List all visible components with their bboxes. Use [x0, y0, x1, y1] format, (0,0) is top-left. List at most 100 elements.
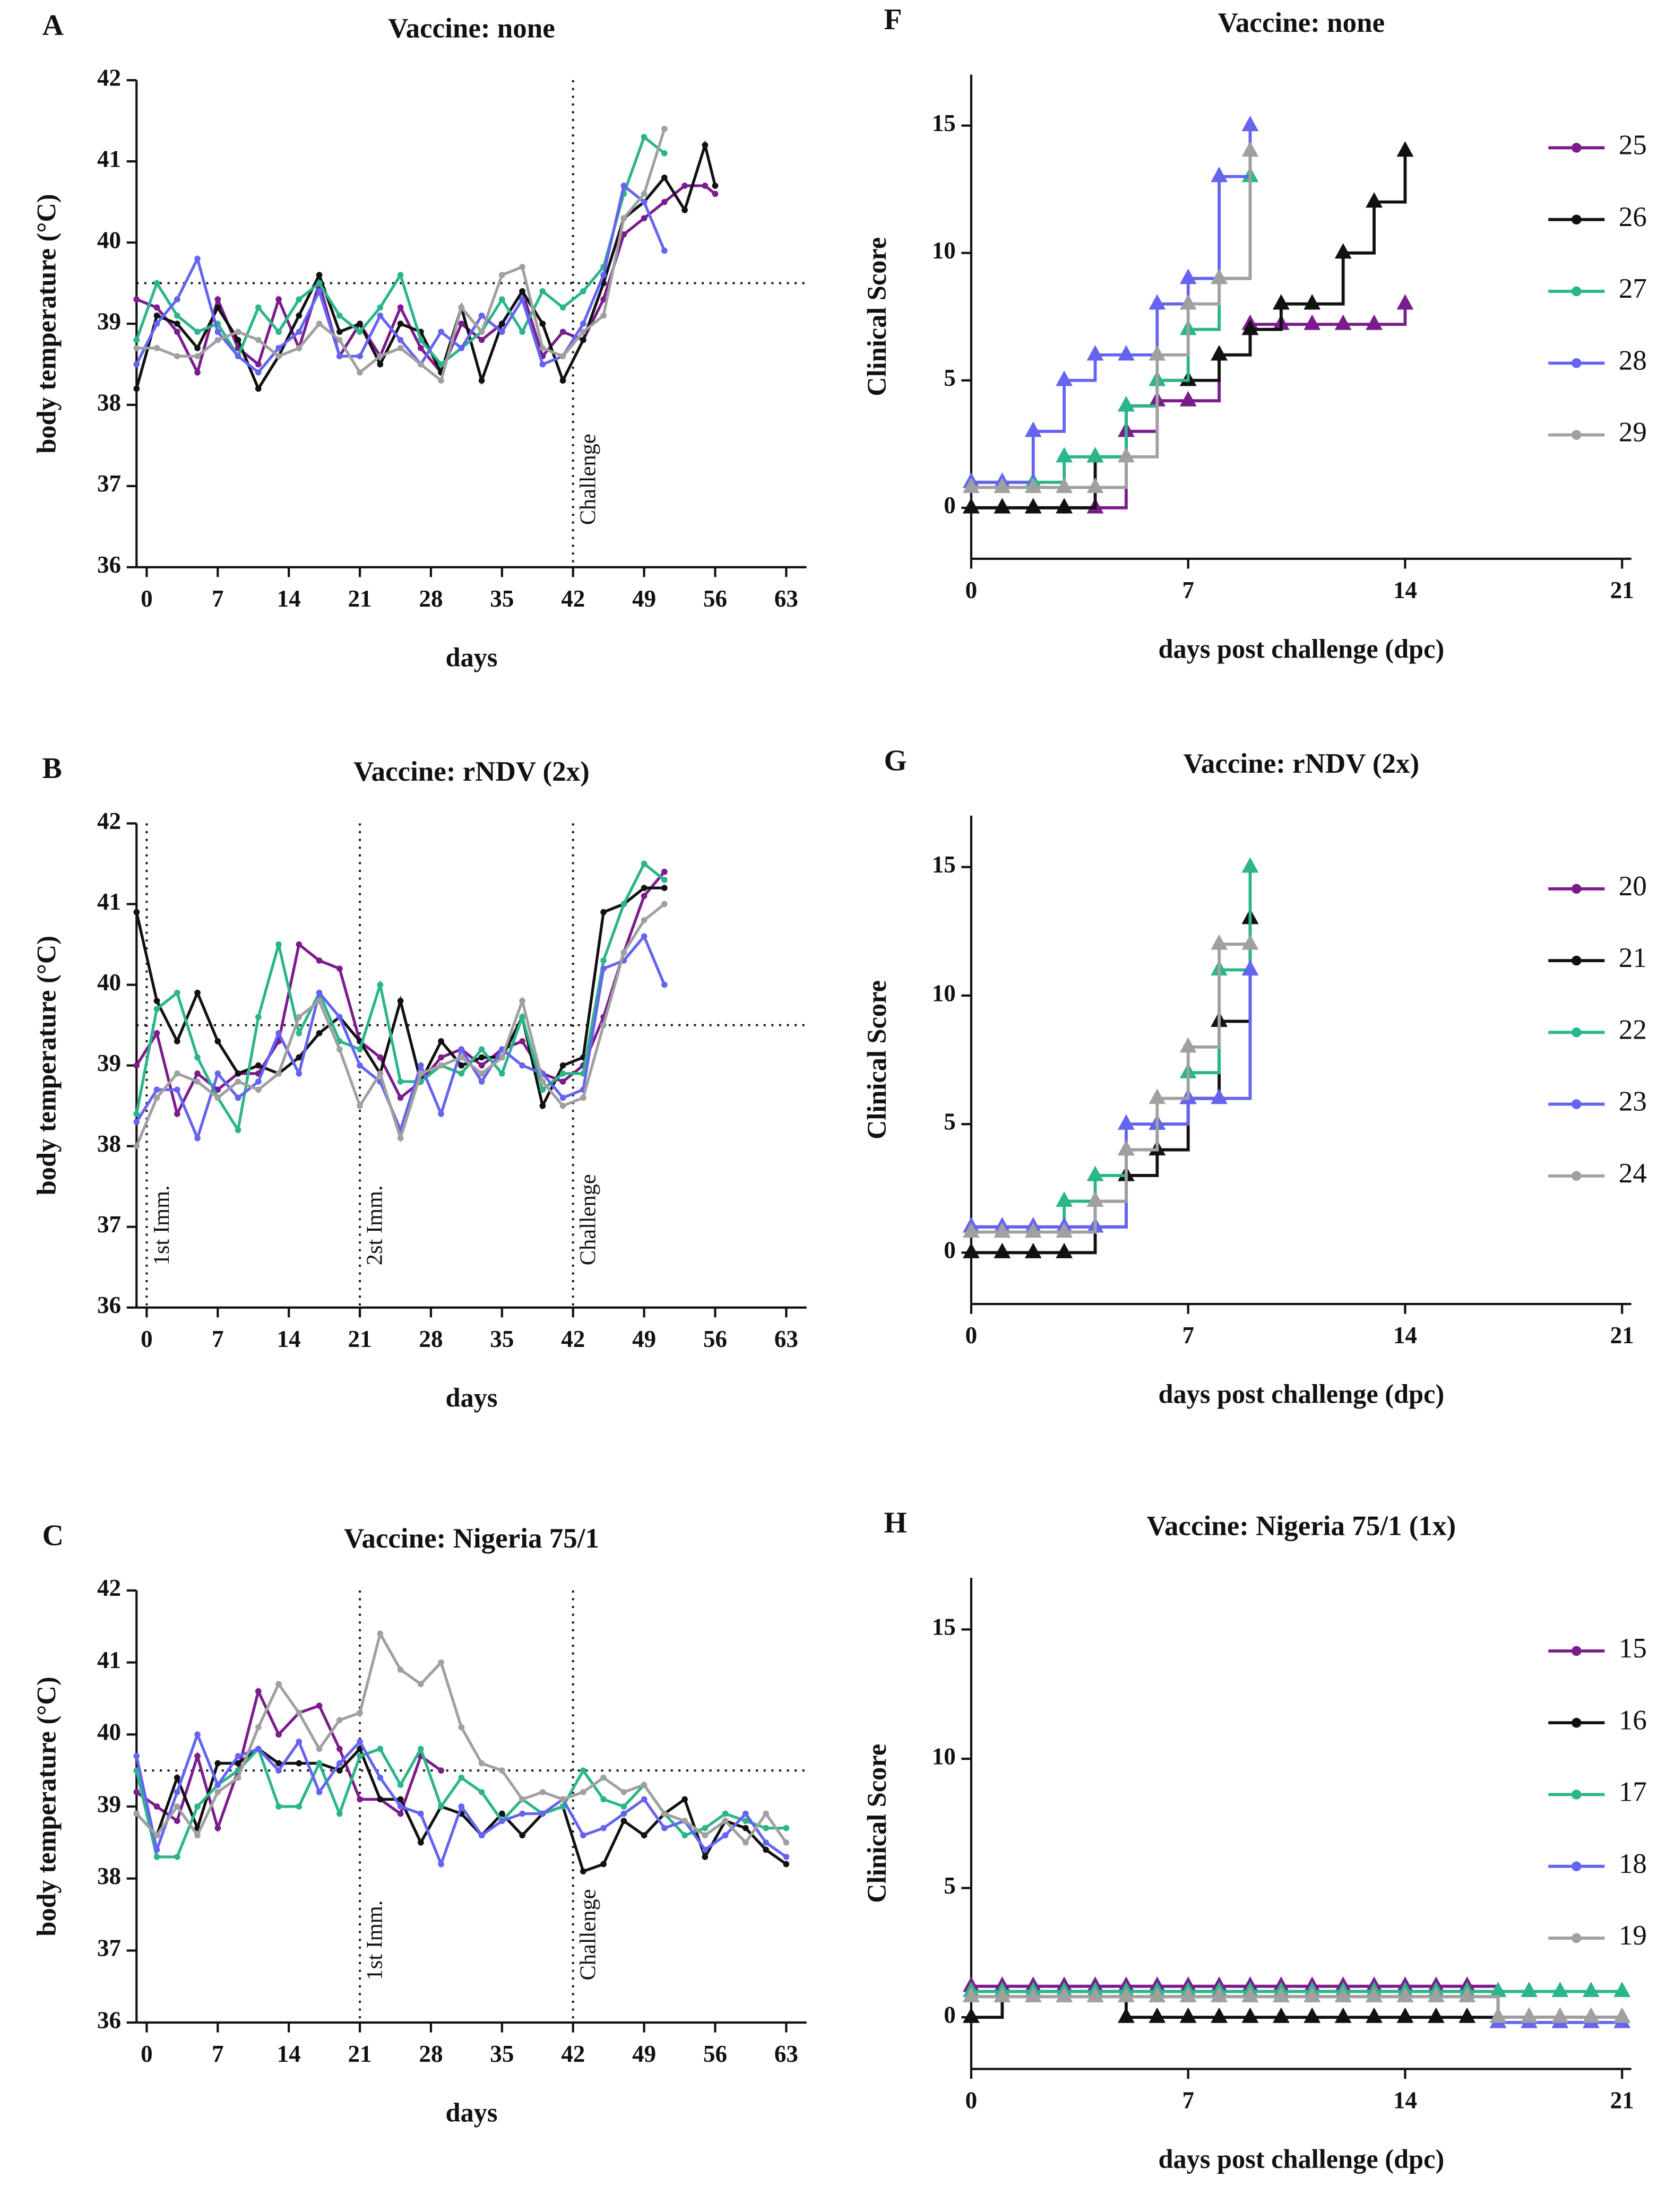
point-marker — [255, 1062, 262, 1069]
point-marker — [214, 1825, 221, 1831]
point-marker — [539, 1810, 546, 1817]
legend-marker — [1572, 884, 1582, 894]
triangle-marker — [1118, 1114, 1135, 1130]
point-marker — [316, 272, 323, 279]
triangle-marker — [1056, 1191, 1073, 1207]
point-marker — [214, 1086, 221, 1093]
point-marker — [519, 1038, 525, 1044]
point-marker — [519, 1014, 525, 1021]
triangle-marker — [1118, 345, 1135, 361]
point-marker — [255, 361, 262, 368]
panel-letter: G — [884, 745, 907, 777]
y-axis-label: Clinical Score — [862, 1744, 892, 1903]
y-tick-label: 41 — [97, 888, 121, 915]
point-marker — [417, 345, 424, 351]
point-marker — [499, 1818, 505, 1824]
point-marker — [559, 1102, 566, 1109]
y-tick-label: 36 — [97, 1292, 121, 1318]
triangle-marker — [1211, 934, 1228, 950]
point-marker — [153, 321, 160, 327]
point-marker — [336, 1046, 343, 1053]
point-marker — [133, 385, 140, 392]
point-marker — [275, 1030, 282, 1036]
triangle-marker — [1396, 141, 1414, 157]
triangle-marker — [1396, 2007, 1414, 2023]
point-marker — [600, 1022, 607, 1029]
point-marker — [763, 1839, 769, 1846]
legend-marker — [1572, 286, 1582, 297]
point-marker — [478, 1054, 485, 1061]
point-marker — [478, 312, 485, 319]
point-marker — [661, 247, 668, 254]
x-tick-label: 49 — [632, 1326, 656, 1352]
point-marker — [235, 1070, 241, 1077]
triangle-marker — [1458, 2007, 1476, 2023]
x-tick-label: 49 — [632, 2041, 656, 2067]
triangle-marker — [1272, 1986, 1290, 2002]
point-marker — [763, 1810, 769, 1817]
point-marker — [174, 1854, 180, 1860]
point-marker — [194, 1731, 201, 1738]
point-marker — [133, 909, 140, 915]
point-marker — [559, 1070, 566, 1077]
point-marker — [153, 1086, 160, 1093]
point-marker — [600, 957, 607, 964]
triangle-marker — [1118, 2007, 1135, 2023]
point-marker — [214, 336, 221, 343]
point-marker — [681, 183, 688, 189]
y-tick-label: 0 — [944, 2001, 956, 2028]
panel-letter: C — [42, 1519, 64, 1552]
triangle-marker — [1086, 1165, 1104, 1181]
point-marker — [458, 321, 465, 327]
triangle-marker — [963, 1986, 980, 2002]
point-marker — [620, 1788, 627, 1795]
triangle-marker — [1551, 2007, 1569, 2023]
y-tick-label: 10 — [932, 237, 956, 264]
triangle-marker — [1056, 1222, 1073, 1238]
point-marker — [194, 1803, 201, 1810]
y-tick-label: 10 — [932, 1743, 956, 1769]
point-marker — [255, 336, 262, 343]
point-marker — [600, 965, 607, 972]
triangle-marker — [1118, 1139, 1135, 1156]
point-marker — [214, 304, 221, 311]
point-marker — [722, 1810, 729, 1817]
legend-label: 18 — [1619, 1848, 1647, 1879]
point-marker — [559, 304, 566, 311]
point-marker — [620, 1803, 627, 1810]
triangle-marker — [1582, 1981, 1600, 1998]
panel-letter: B — [42, 752, 62, 785]
triangle-marker — [1303, 294, 1321, 310]
legend-label: 26 — [1619, 202, 1647, 232]
point-marker — [641, 860, 647, 867]
x-tick-label: 7 — [212, 2041, 224, 2067]
step-line — [971, 151, 1252, 489]
point-marker — [133, 1111, 140, 1117]
point-marker — [296, 1054, 303, 1061]
point-marker — [600, 1796, 607, 1803]
point-marker — [235, 329, 241, 335]
point-marker — [296, 941, 303, 948]
point-marker — [377, 1630, 384, 1637]
point-marker — [620, 1810, 627, 1817]
legend-label: 19 — [1619, 1920, 1647, 1951]
triangle-marker — [1489, 1981, 1507, 1998]
point-marker — [214, 1070, 221, 1077]
y-tick-label: 0 — [944, 1237, 956, 1264]
point-marker — [478, 329, 485, 335]
point-marker — [194, 1832, 201, 1839]
point-marker — [377, 1070, 384, 1077]
point-marker — [478, 1760, 485, 1767]
y-tick-label: 37 — [97, 470, 121, 497]
point-marker — [235, 1774, 241, 1781]
y-tick-label: 15 — [932, 851, 956, 878]
legend-marker — [1572, 143, 1582, 153]
x-axis-label: days post challenge (dpc) — [1158, 2144, 1444, 2174]
x-tick-label: 56 — [703, 1326, 727, 1352]
triangle-marker — [1149, 1088, 1166, 1104]
point-marker — [458, 1054, 465, 1061]
point-marker — [519, 329, 525, 335]
point-marker — [133, 1788, 140, 1795]
point-marker — [580, 1094, 586, 1101]
point-marker — [235, 1753, 241, 1759]
